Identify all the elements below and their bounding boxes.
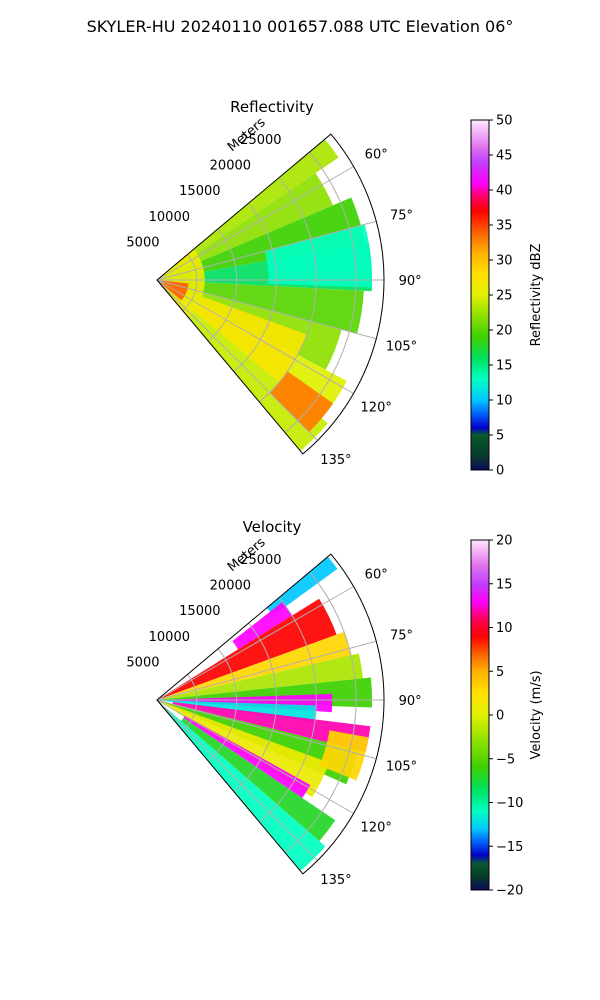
azimuth-gridline xyxy=(156,279,377,340)
colorbar-tick-label: 40 xyxy=(496,184,513,199)
panel-title: Velocity xyxy=(243,518,302,536)
range-tick-label: 10000 xyxy=(149,630,190,645)
azimuth-gridline xyxy=(156,220,377,281)
azimuth-tick-label: 90° xyxy=(399,694,422,709)
colorbar-tick-label: 20 xyxy=(496,534,513,549)
data-band xyxy=(266,556,338,616)
colorbar-tick-label: 30 xyxy=(496,254,513,269)
azimuth-tick-label: 90° xyxy=(399,274,422,289)
azimuth-tick-label: 135° xyxy=(320,453,351,468)
colorbar-tick-label: 10 xyxy=(496,621,513,636)
range-tick-label: 5000 xyxy=(126,655,159,670)
data-band xyxy=(232,601,293,650)
range-gridline xyxy=(259,597,317,823)
data-band xyxy=(183,715,311,798)
azimuth-tick-label: 105° xyxy=(386,760,417,775)
colorbar-tick-label: 0 xyxy=(496,464,504,479)
range-gridline xyxy=(207,228,238,342)
colorbar-tick-label: −5 xyxy=(496,752,515,767)
panel-reflectivity: Reflectivity60°75°90°105°120°135°5000100… xyxy=(126,98,544,479)
colorbar xyxy=(470,119,490,471)
colorbar-tick-label: −15 xyxy=(496,840,523,855)
colorbar-tick-label: 35 xyxy=(496,219,513,234)
colorbar-tick-label: 45 xyxy=(496,149,513,164)
azimuth-gridline xyxy=(156,699,318,861)
panel-title: Reflectivity xyxy=(230,98,314,116)
range-tick-label: 15000 xyxy=(179,184,220,199)
azimuth-gridline xyxy=(156,586,354,701)
range-gridline xyxy=(284,151,357,433)
sector-frame xyxy=(156,553,385,875)
colorbar-tick-label: 5 xyxy=(496,665,504,680)
sector-frame xyxy=(156,133,385,455)
panel-velocity: Velocity 60° 75° 90° 105° 120° 135° 5000 10000 15… xyxy=(126,518,544,899)
range-tick-label: 15000 xyxy=(179,604,220,619)
range-tick-label: 5000 xyxy=(126,235,159,250)
polar-grid xyxy=(156,571,384,861)
range-gridline xyxy=(233,622,277,792)
azimuth-gridline xyxy=(156,699,377,760)
data-band xyxy=(264,224,373,288)
figure-suptitle: SKYLER-HU 20240110 001657.088 UTC Elevat… xyxy=(87,17,514,36)
polar-grid xyxy=(156,151,384,441)
colorbar-tick-label: 15 xyxy=(496,577,513,592)
azimuth-tick-label: 60° xyxy=(365,567,388,582)
azimuth-tick-label: 135° xyxy=(320,873,351,888)
data-band xyxy=(172,701,371,753)
colorbar-tick-label: 15 xyxy=(496,359,513,374)
range-gridline xyxy=(284,571,357,853)
colorbar-tick-label: −10 xyxy=(496,796,523,811)
range-gridline xyxy=(207,648,238,762)
colorbar-tick-label: 20 xyxy=(496,324,513,339)
colorbar-tick-label: −20 xyxy=(496,884,523,899)
range-tick-label: 10000 xyxy=(149,210,190,225)
data-band xyxy=(157,173,333,280)
data-band xyxy=(157,197,365,280)
colorbar-label: Reflectivity dBZ xyxy=(529,244,544,347)
range-gridline xyxy=(259,177,317,403)
azimuth-gridline xyxy=(156,166,354,281)
colorbar-tick-label: 0 xyxy=(496,709,504,724)
azimuth-gridline xyxy=(156,279,318,441)
azimuth-tick-label: 75° xyxy=(390,628,413,643)
range-tick-label: 20000 xyxy=(210,159,251,174)
range-tick-label: 25000 xyxy=(240,553,281,568)
range-tick-label: 20000 xyxy=(210,579,251,594)
data-band xyxy=(157,653,363,700)
azimuth-gridline xyxy=(156,699,354,814)
azimuth-tick-label: 75° xyxy=(390,208,413,223)
azimuth-gridline xyxy=(156,640,377,701)
colorbar-tick-label: 50 xyxy=(496,114,513,129)
range-gridline xyxy=(233,202,277,372)
data-band xyxy=(319,730,369,781)
azimuth-tick-label: 120° xyxy=(361,821,392,836)
colorbar-tick-label: 5 xyxy=(496,429,504,444)
colorbar-tick-label: 25 xyxy=(496,289,513,304)
colorbar xyxy=(470,539,490,891)
data-band xyxy=(157,598,337,700)
azimuth-tick-label: 105° xyxy=(386,340,417,355)
range-tick-label: 25000 xyxy=(240,133,281,148)
data-band xyxy=(269,371,334,433)
data-band xyxy=(157,631,352,700)
colorbar-tick-label: 10 xyxy=(496,394,513,409)
data-band xyxy=(157,139,339,280)
azimuth-tick-label: 60° xyxy=(365,147,388,162)
azimuth-gridline xyxy=(156,279,354,394)
colorbar-label: Velocity (m/s) xyxy=(529,670,544,759)
azimuth-tick-label: 120° xyxy=(361,401,392,416)
